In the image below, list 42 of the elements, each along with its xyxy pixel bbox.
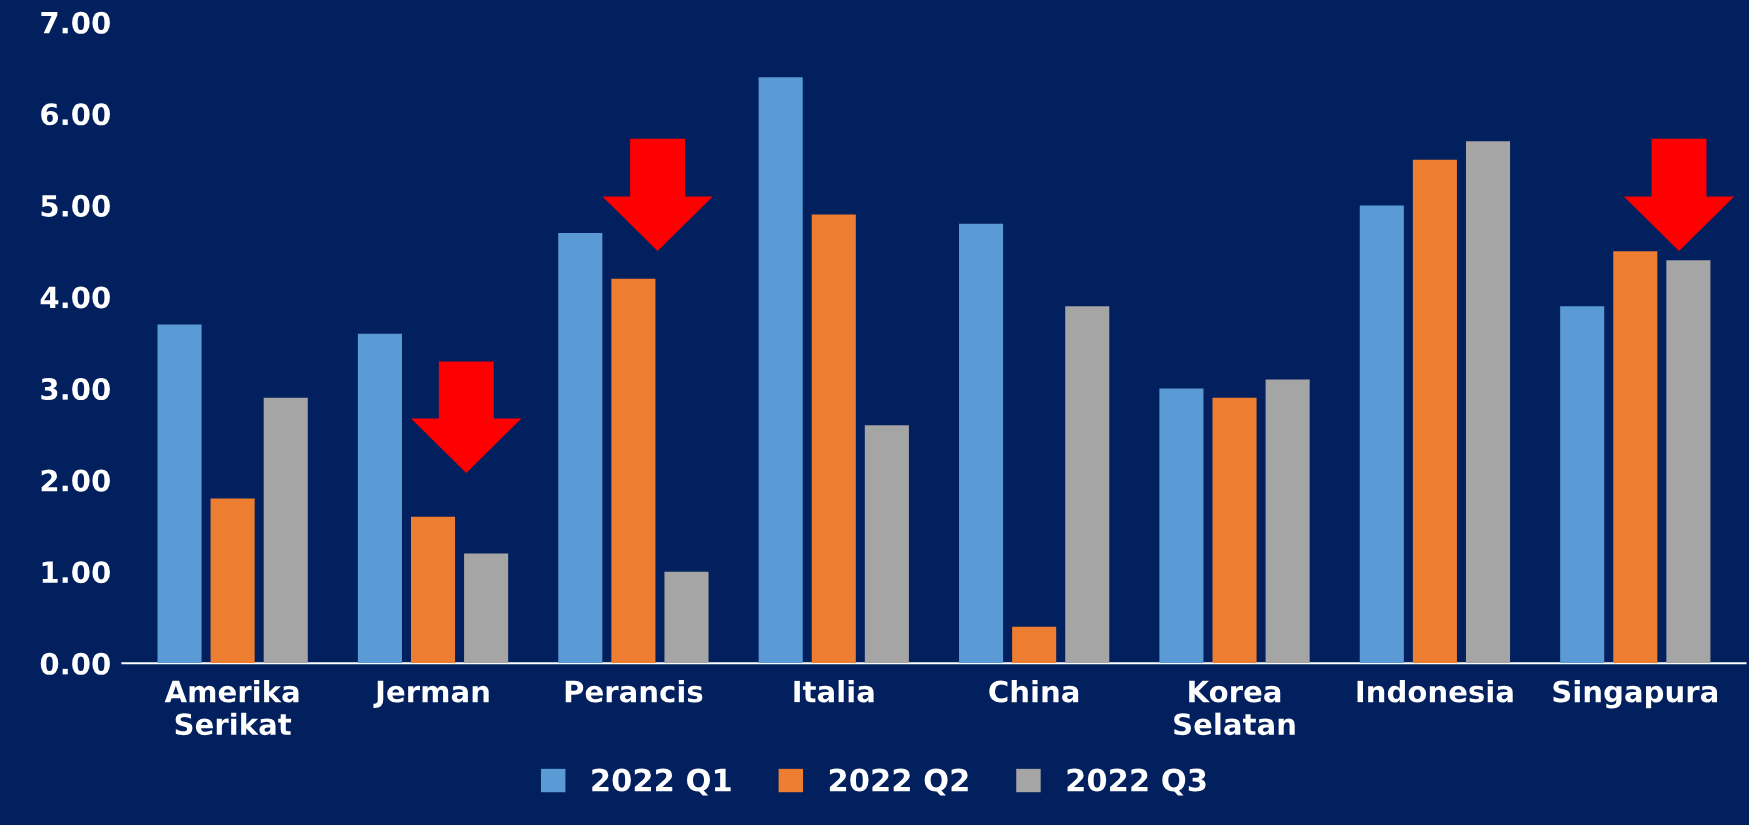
bar — [1212, 397, 1257, 664]
bar — [611, 278, 656, 664]
x-tick-label: Amerika Serikat — [164, 679, 299, 736]
y-tick-label: 0.00 — [40, 652, 110, 675]
bar — [1412, 159, 1457, 664]
x-tick-label: Jerman — [373, 680, 489, 708]
x-tick-label: Korea Selatan — [1174, 680, 1295, 736]
bar — [1012, 626, 1057, 664]
bar — [1359, 205, 1404, 664]
bar — [157, 324, 202, 664]
x-tick-label: China — [989, 679, 1079, 703]
bar — [263, 397, 308, 664]
bar — [410, 516, 456, 664]
y-tick-label: 4.00 — [40, 286, 110, 309]
x-tick-label: Singapura — [1553, 679, 1718, 709]
y-tick-label: 6.00 — [41, 103, 110, 126]
legend-label: 2022 Q1 — [592, 768, 731, 796]
bar — [1560, 306, 1605, 664]
y-tick-label: 1.00 — [42, 561, 110, 584]
legend-label: 2022 Q3 — [1067, 768, 1206, 796]
legend-label: 2022 Q2 — [829, 768, 968, 796]
bar — [664, 571, 709, 664]
bar — [959, 223, 1004, 664]
bar — [558, 232, 603, 664]
x-tick-label: Indonesia — [1357, 679, 1513, 703]
bar — [210, 498, 255, 664]
bar — [1265, 379, 1310, 664]
bar — [864, 425, 909, 664]
bar — [1159, 388, 1204, 664]
bar — [1465, 141, 1511, 664]
y-tick-label: 2.00 — [41, 469, 110, 492]
bar — [811, 214, 856, 664]
x-tick-label: Perancis — [565, 679, 703, 703]
bar — [758, 77, 803, 664]
bar — [1666, 260, 1711, 664]
bar — [1065, 306, 1110, 664]
bar — [464, 553, 509, 664]
y-tick-label: 5.00 — [41, 194, 110, 217]
x-tick-label: Italia — [794, 679, 874, 703]
y-tick-label: 7.00 — [41, 11, 110, 34]
y-tick-label: 3.00 — [41, 378, 110, 401]
bar — [357, 333, 402, 664]
